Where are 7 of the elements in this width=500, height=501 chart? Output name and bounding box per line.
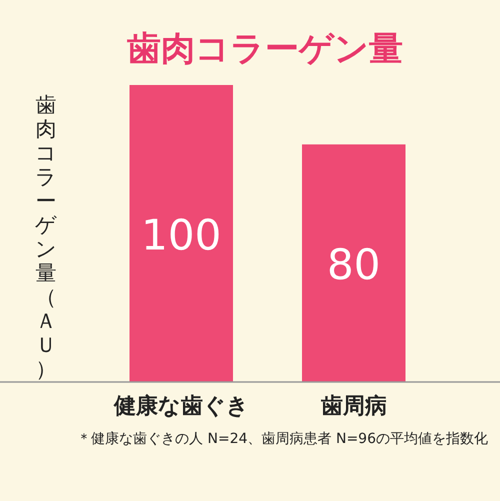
text: ＊健康な歯ぐきの人 N=24、歯周病患者 N=96の平均値を指数化 — [77, 431, 488, 447]
text: 歯肉コラーゲン量（ＡＵ） — [35, 93, 57, 381]
x-tick-label: 歯周病 — [320, 394, 387, 419]
chart-title: 歯肉コラーゲン量 — [127, 29, 403, 69]
data-label: 100 — [141, 210, 222, 260]
x-tick-label: 健康な歯ぐき — [112, 393, 249, 419]
data-label: 80 — [327, 240, 380, 290]
